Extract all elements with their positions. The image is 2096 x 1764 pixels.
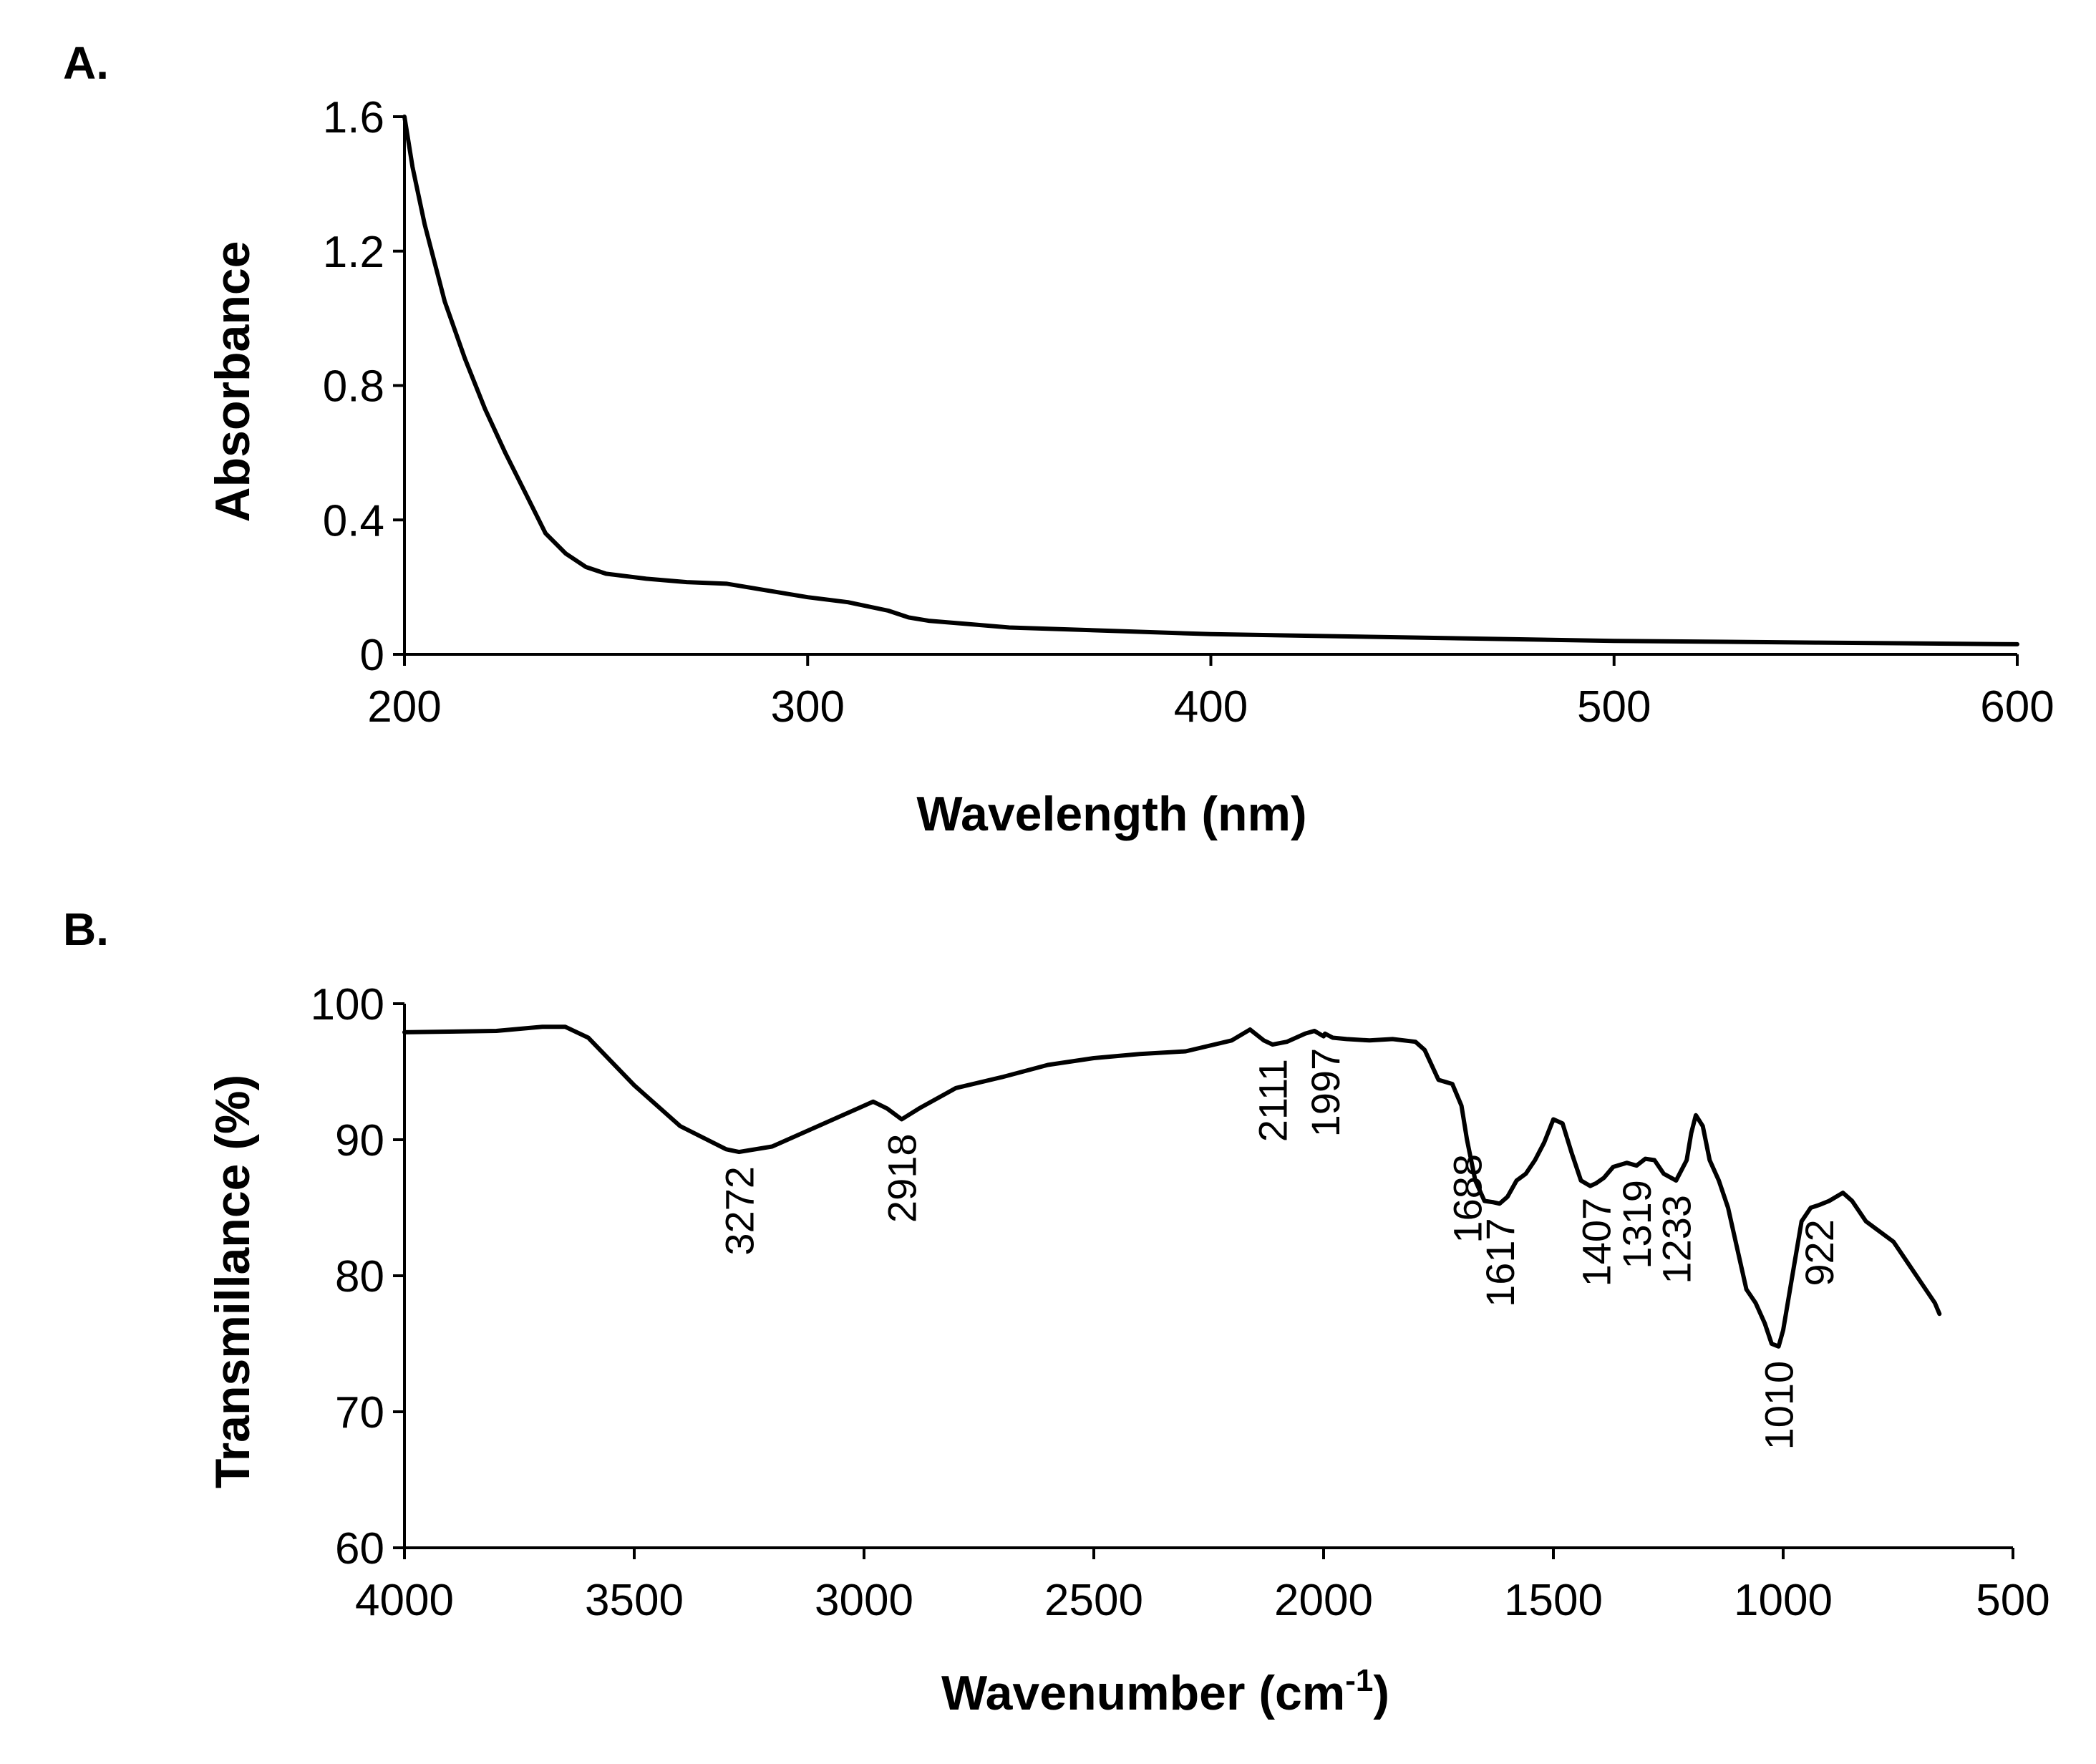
peak-label-1233: 1233 xyxy=(1654,1195,1699,1284)
x-tick-label: 400 xyxy=(1174,682,1248,732)
peak-label-1407: 1407 xyxy=(1574,1198,1619,1287)
tick-labels-b: 4000 3500 3000 2500 2000 1500 1000 500 60 70 80 90 1… xyxy=(311,980,2050,1625)
x-axis-title-b-close: ) xyxy=(1373,1666,1389,1720)
chart-panel-a: A. 200 300 400 500 600 0 0.4 0.8 1.2 1.6 Waveleng… xyxy=(63,37,2054,841)
peak-label-1319: 1319 xyxy=(1614,1180,1659,1269)
x-tick-label: 500 xyxy=(1577,682,1651,732)
y-tick-label: 70 xyxy=(335,1388,384,1438)
x-tick-label: 2500 xyxy=(1044,1576,1143,1625)
x-tick-label: 4000 xyxy=(355,1576,454,1625)
y-tick-label: 0.8 xyxy=(323,362,384,412)
x-tick-label: 1500 xyxy=(1504,1576,1603,1625)
series-line-ftir xyxy=(402,1024,1942,1349)
y-tick-label: 80 xyxy=(335,1252,384,1302)
peak-label-1010: 1010 xyxy=(1757,1361,1802,1450)
x-tick-label: 600 xyxy=(1980,682,2054,732)
y-tick-label: 0 xyxy=(360,631,384,680)
axes-b xyxy=(393,1002,2014,1559)
x-tick-label: 1000 xyxy=(1734,1576,1833,1625)
peak-label-1688: 1688 xyxy=(1445,1154,1490,1244)
panel-label-a: A. xyxy=(63,37,109,89)
y-tick-label: 1.2 xyxy=(323,228,384,277)
peak-label-1997: 1997 xyxy=(1303,1048,1348,1138)
panel-label-b: B. xyxy=(63,903,109,955)
peak-label-2111: 2111 xyxy=(1251,1059,1296,1142)
x-tick-label: 500 xyxy=(1976,1576,2049,1625)
x-tick-label: 3000 xyxy=(815,1576,913,1625)
y-axis-title-a: Absorbance xyxy=(205,241,260,523)
x-tick-label: 3500 xyxy=(585,1576,684,1625)
y-tick-label: 100 xyxy=(311,980,384,1029)
y-tick-label: 90 xyxy=(335,1116,384,1166)
axes-a xyxy=(393,115,2019,666)
x-tick-label: 2000 xyxy=(1274,1576,1373,1625)
peak-label-3272: 3272 xyxy=(717,1166,762,1256)
peak-label-2918: 2918 xyxy=(880,1134,925,1223)
series-line-uv-vis xyxy=(402,115,2019,646)
x-axis-title-b-sup: -1 xyxy=(1345,1663,1373,1698)
y-tick-label: 0.4 xyxy=(323,496,384,546)
x-tick-label: 200 xyxy=(367,682,441,732)
chart-panel-b: B. 4000 3500 3000 2500 2000 1500 1000 500 60 70 80… xyxy=(63,903,2050,1720)
x-axis-title-b-main: Wavenumber (cm xyxy=(941,1666,1345,1720)
x-tick-label: 300 xyxy=(771,682,845,732)
x-axis-title-a: Wavelength (nm) xyxy=(916,787,1306,841)
peak-label-922: 922 xyxy=(1797,1219,1842,1286)
x-axis-title-b: Wavenumber (cm-1) xyxy=(941,1663,1389,1720)
tick-labels-a: 200 300 400 500 600 0 0.4 0.8 1.2 1.6 xyxy=(323,93,2054,732)
y-axis-title-b: Transmillance (%) xyxy=(205,1075,260,1488)
y-tick-label: 1.6 xyxy=(323,93,384,142)
peak-label-1617: 1617 xyxy=(1478,1218,1523,1307)
y-tick-label: 60 xyxy=(335,1524,384,1574)
